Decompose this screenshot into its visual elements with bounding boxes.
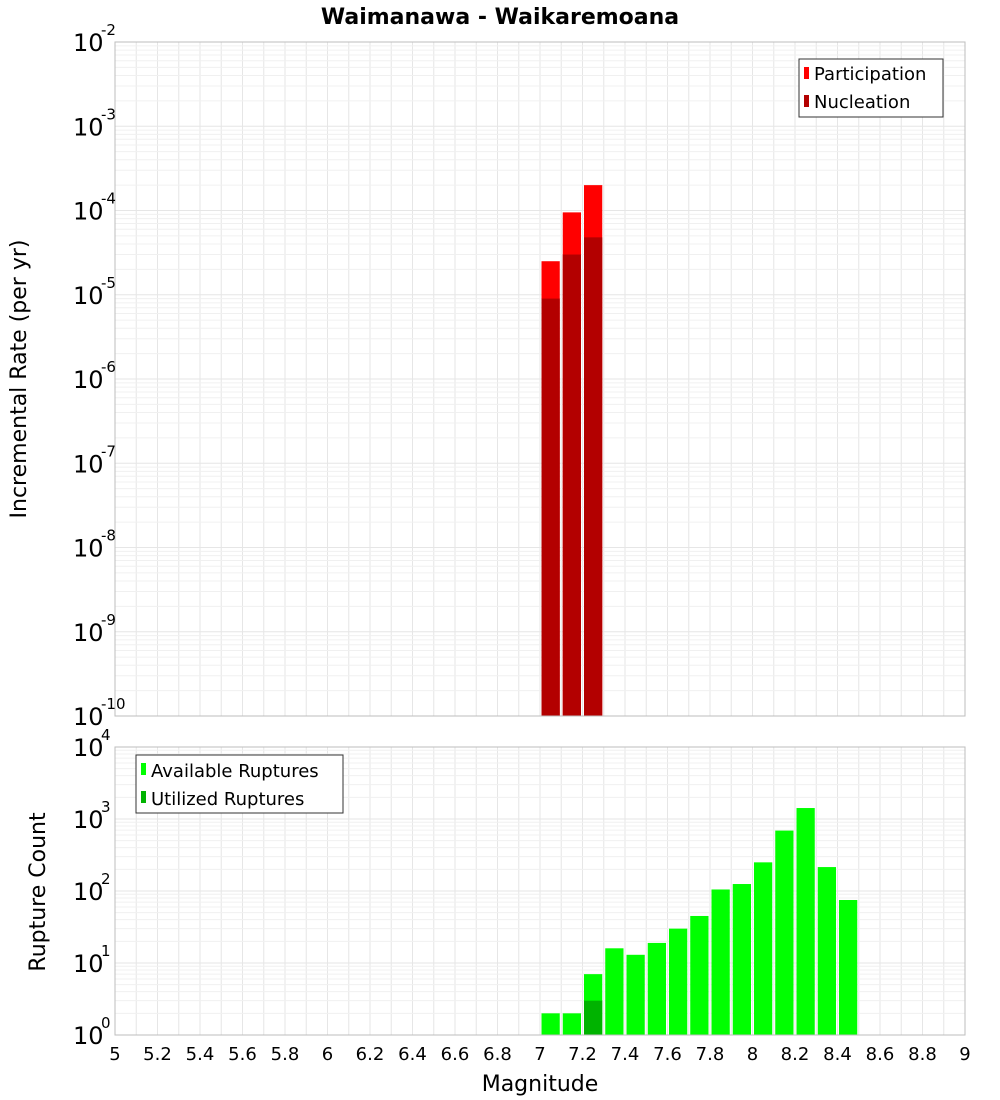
count-y-tick-label: 10 — [73, 806, 104, 834]
x-tick-label: 9 — [959, 1044, 970, 1065]
x-tick-label: 5.2 — [143, 1044, 172, 1065]
x-axis-label: Magnitude — [482, 1072, 599, 1097]
count-bar-available-ruptures — [775, 830, 794, 1035]
rate-y-tick-exponent: -4 — [101, 190, 116, 208]
count-legend: Available Ruptures Utilized Ruptures — [135, 754, 344, 814]
rate-y-tick-label: 10 — [73, 282, 104, 310]
count-bar-available-ruptures — [732, 884, 751, 1035]
count-y-axis-label: Rupture Count — [26, 812, 51, 972]
x-tick-label: 7.8 — [696, 1044, 725, 1065]
rate-y-tick-label: 10 — [73, 198, 104, 226]
rate-y-tick-label: 10 — [73, 703, 104, 731]
legend-label-available: Available Ruptures — [151, 761, 319, 782]
x-tick-label: 5 — [109, 1044, 120, 1065]
rate-y-tick-label: 10 — [73, 619, 104, 647]
legend-label-utilized: Utilized Ruptures — [151, 789, 304, 810]
x-tick-label: 8.8 — [908, 1044, 937, 1065]
rate-y-tick-exponent: -7 — [101, 442, 116, 460]
count-y-tick-label: 10 — [73, 1022, 104, 1050]
x-tick-label: 6.4 — [398, 1044, 427, 1065]
count-bar-available-ruptures — [711, 889, 730, 1035]
count-bar-available-ruptures — [541, 1013, 560, 1035]
x-tick-label: 5.4 — [186, 1044, 215, 1065]
rate-y-tick-exponent: -10 — [101, 695, 126, 713]
x-tick-label: 6.6 — [441, 1044, 470, 1065]
count-bar-available-ruptures — [669, 928, 688, 1035]
x-tick-label: 8.4 — [823, 1044, 852, 1065]
rate-y-tick-exponent: -5 — [101, 274, 116, 292]
count-y-tick-exponent: 3 — [101, 798, 111, 816]
x-tick-label: 7.4 — [611, 1044, 640, 1065]
rate-legend-box — [798, 58, 944, 118]
legend-swatch-available — [141, 763, 146, 775]
rate-y-tick-exponent: -2 — [101, 21, 116, 39]
rate-y-tick-label: 10 — [73, 366, 104, 394]
rate-bars — [541, 185, 603, 717]
legend-swatch-participation — [804, 67, 809, 79]
x-tick-label: 7 — [534, 1044, 545, 1065]
count-y-tick-exponent: 1 — [101, 942, 111, 960]
x-tick-label: 7.2 — [568, 1044, 597, 1065]
rate-bar-nucleation — [541, 298, 560, 716]
count-plot-frame — [114, 746, 966, 1036]
rate-y-tick-label: 10 — [73, 450, 104, 478]
x-tick-label: 5.6 — [228, 1044, 257, 1065]
legend-label-participation: Participation — [814, 64, 926, 85]
magnitude-x-ticks: 5 5.2 5.4 5.6 5.8 6 6.2 6.4 6.6 6.8 7 7.2 7.4 7.6 7.8 8… — [109, 1044, 970, 1065]
count-bar-available-ruptures — [839, 899, 858, 1035]
chart-title: Waimanawa - Waikaremoana — [321, 5, 679, 30]
rate-plot-frame — [114, 41, 966, 717]
rate-y-axis-label: Incremental Rate (per yr) — [7, 240, 32, 519]
count-bar-utilized-ruptures — [584, 1000, 603, 1035]
count-legend-box — [135, 754, 344, 814]
legend-swatch-utilized — [141, 791, 146, 803]
x-tick-label: 8 — [747, 1044, 758, 1065]
x-tick-label: 6 — [322, 1044, 333, 1065]
count-y-tick-label: 10 — [73, 950, 104, 978]
count-bars — [541, 808, 858, 1035]
rate-bar-nucleation — [584, 237, 603, 717]
rate-y-tick-exponent: -9 — [101, 611, 116, 629]
count-bar-available-ruptures — [605, 948, 624, 1035]
rate-grid — [114, 42, 966, 717]
rate-y-tick-exponent: -6 — [101, 358, 116, 376]
x-tick-label: 8.2 — [781, 1044, 810, 1065]
count-y-tick-label: 10 — [73, 878, 104, 906]
x-tick-label: 6.8 — [483, 1044, 512, 1065]
rate-bar-nucleation — [562, 254, 581, 716]
rate-y-tick-exponent: -8 — [101, 527, 116, 545]
count-bar-available-ruptures — [754, 862, 773, 1035]
x-tick-label: 7.6 — [653, 1044, 682, 1065]
rate-y-tick-label: 10 — [73, 535, 104, 563]
count-y-tick-exponent: 4 — [101, 726, 111, 744]
legend-label-nucleation: Nucleation — [814, 92, 910, 113]
count-bar-available-ruptures — [690, 915, 709, 1035]
count-bar-available-ruptures — [562, 1013, 581, 1035]
rate-y-tick-label: 10 — [73, 113, 104, 141]
count-y-tick-exponent: 0 — [101, 1014, 111, 1032]
rate-legend: Participation Nucleation — [798, 58, 944, 118]
count-bar-available-ruptures — [647, 942, 666, 1035]
x-tick-label: 5.8 — [271, 1044, 300, 1065]
count-y-tick-label: 10 — [73, 734, 104, 762]
legend-swatch-nucleation — [804, 95, 809, 107]
rate-y-tick-label: 10 — [73, 29, 104, 57]
rate-y-tick-exponent: -3 — [101, 105, 116, 123]
count-bar-available-ruptures — [817, 867, 836, 1035]
x-tick-label: 8.6 — [866, 1044, 895, 1065]
count-bar-available-ruptures — [626, 954, 645, 1035]
count-bar-available-ruptures — [796, 808, 815, 1035]
x-tick-label: 6.2 — [356, 1044, 385, 1065]
count-y-tick-exponent: 2 — [101, 870, 111, 888]
